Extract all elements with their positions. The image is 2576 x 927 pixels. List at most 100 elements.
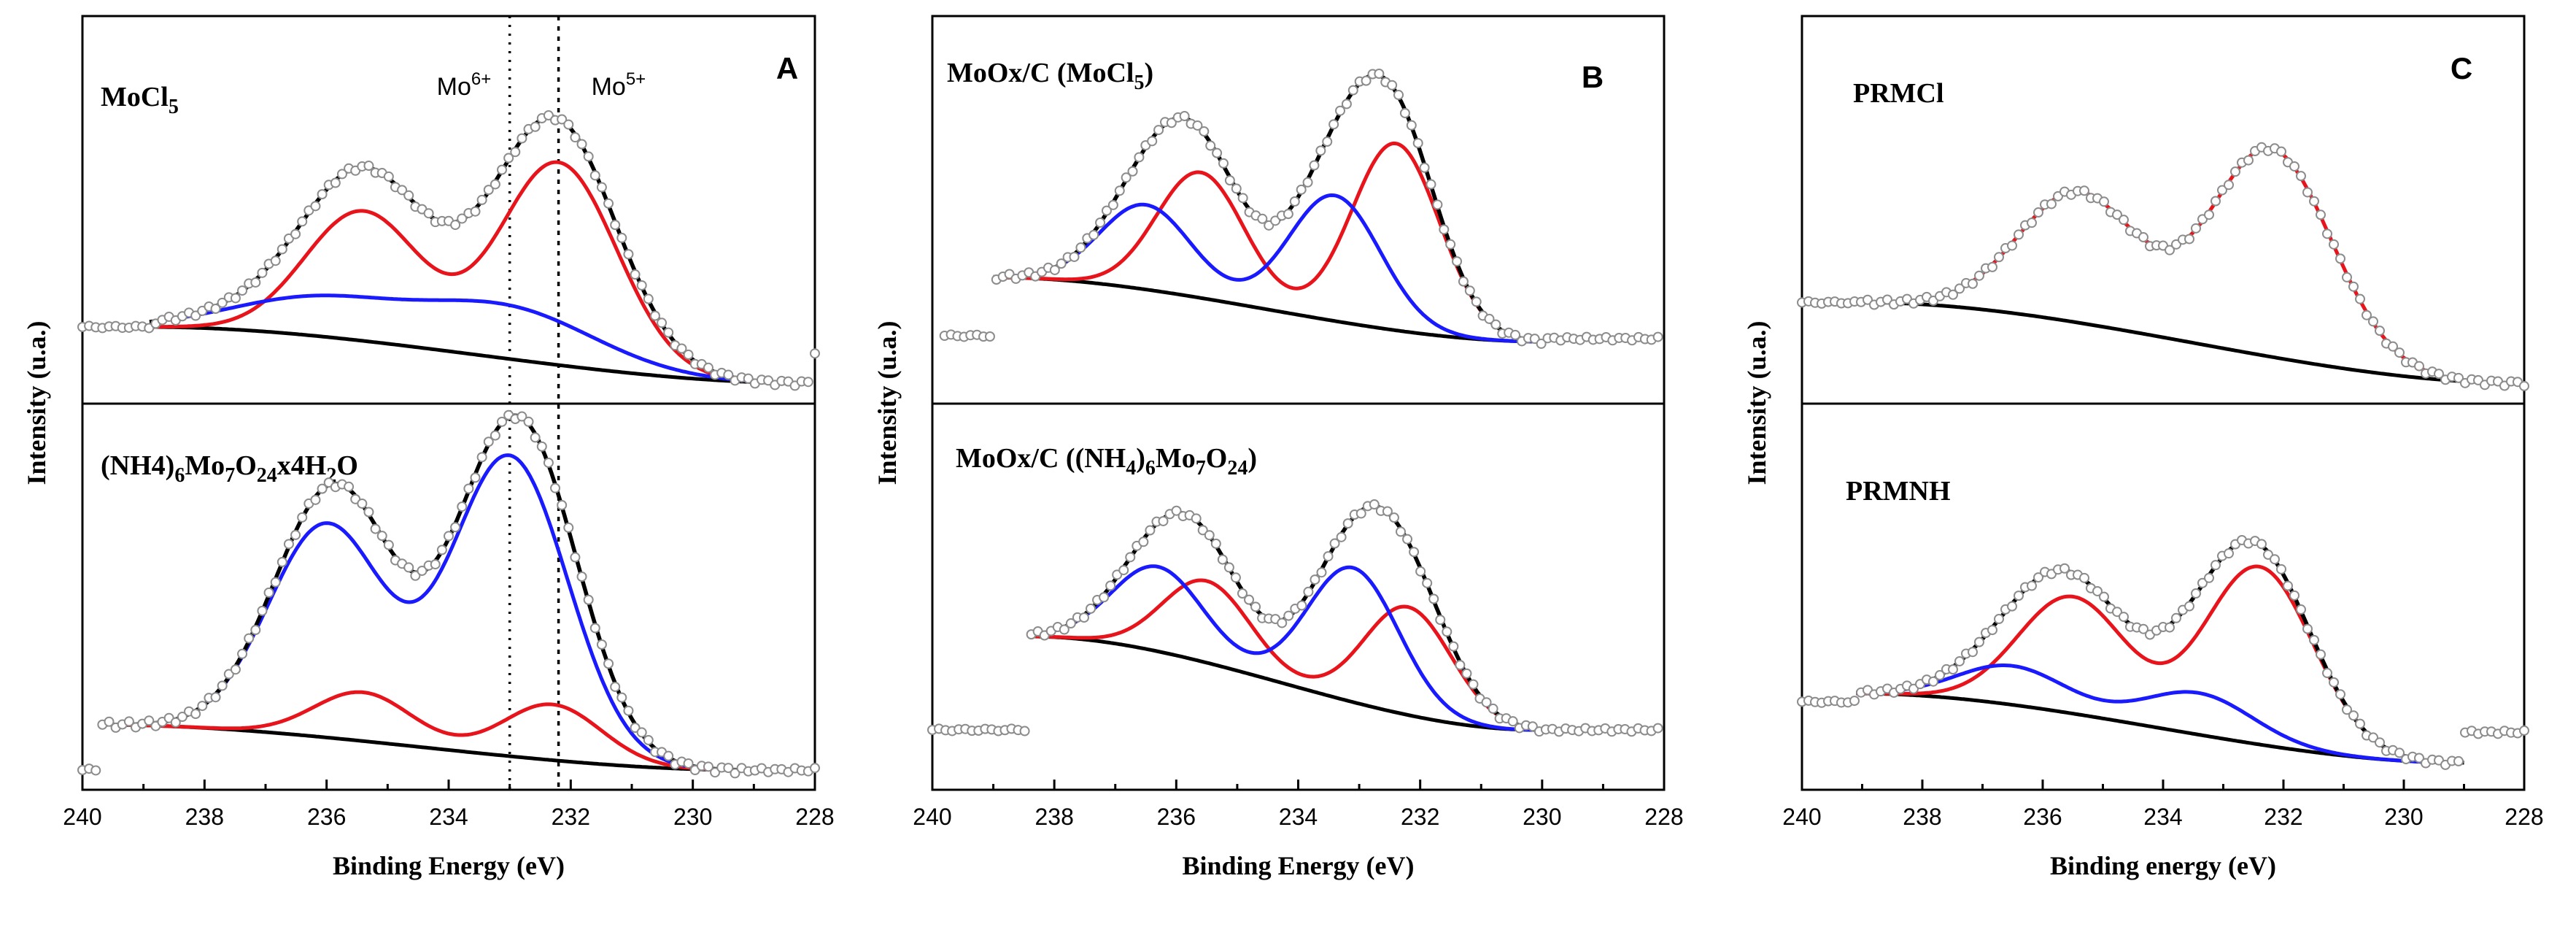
data-point [2368,732,2378,743]
data-point [1426,179,1436,190]
data-point [263,587,274,598]
data-point [1994,252,2004,263]
data-point [1065,618,1076,629]
background-line [993,275,1542,344]
data-point [723,369,734,380]
data-point [589,623,600,634]
data-point [2388,341,2398,352]
panel-letter: C [2451,51,2472,85]
x-tick-label: 228 [1644,804,1683,830]
data-point [1974,636,1984,647]
data-point [1481,697,1492,708]
data-point [1166,118,1177,128]
data-point [2342,272,2352,282]
data-point [1095,218,1106,228]
data-point [2204,209,2214,220]
x-tick-label: 238 [1903,804,1941,830]
data-point [543,457,554,468]
data-point [1153,125,1164,136]
data-point [2059,563,2070,574]
data-point [1652,723,1663,734]
x-tick-label: 230 [1523,804,1561,830]
data-point [1341,99,1352,109]
data-point [703,761,713,772]
data-point [1105,580,1116,591]
data-point [557,114,568,125]
data-point [1217,554,1228,565]
data-point [2276,563,2286,574]
data-point [1302,177,1313,188]
data-point [1289,196,1300,207]
data-point [576,139,587,150]
data-point [636,280,647,291]
data-point [1402,534,1413,545]
data-point [1968,647,1978,658]
envelope-fit-line [993,72,1542,343]
data-point [610,681,621,692]
data-point [2335,253,2345,264]
data-point [1224,175,1235,186]
data-point [743,373,754,384]
data-point [1283,610,1294,621]
data-point [543,110,554,121]
blue-component-line [1029,564,1536,732]
data-point [710,767,721,778]
data-point [276,244,287,255]
data-point [2014,229,2024,240]
data-point [1439,224,1450,235]
data-point [2138,232,2148,243]
x-tick-label: 234 [429,804,468,830]
data-point [2079,572,2089,583]
data-point [276,556,287,567]
red-component-line [150,160,809,385]
data-point [517,133,527,144]
data-point [457,501,468,512]
panel-B: 240 238 236 234 232 230 228 Binding Energy (eV)… [873,15,1684,880]
data-point [603,198,614,209]
y-axis-title: Intensity (u.a.) [1742,320,1771,485]
data-point [1059,624,1070,635]
data-point [1138,536,1149,547]
data-point [1244,594,1255,605]
data-point [703,362,713,373]
data-point [1191,513,1202,524]
envelope-fit-line [149,115,809,385]
data-point [483,436,494,447]
data-point [2027,580,2037,591]
data-point [104,716,115,727]
data-point [283,539,294,550]
data-point [636,727,647,738]
data-point [616,692,627,703]
data-point [2329,239,2339,250]
data-point [2276,146,2286,157]
data-point [1303,586,1314,597]
panel-letter: B [1582,60,1604,94]
data-point [2184,234,2194,245]
data-point [2342,704,2352,715]
data-point [217,297,228,308]
data-point [623,705,634,716]
x-tick-label: 240 [63,804,101,830]
data-point [270,577,281,588]
x-axis-title: Binding energy (eV) [2050,851,2276,880]
data-point [2027,218,2037,228]
data-point [649,310,660,321]
data-point [317,483,328,494]
data-point [1270,215,1281,226]
data-point [1968,278,1978,289]
data-point [1428,593,1439,604]
data-point [1107,199,1118,210]
data-point [723,763,734,774]
data-point [2171,612,2181,623]
data-point [2519,725,2529,736]
data-point [470,472,481,483]
data-point [2375,326,2385,336]
data-point [177,712,187,723]
data-point [2322,668,2332,679]
data-point [510,147,521,158]
blue-component-line [149,293,809,385]
data-point [1510,329,1521,340]
data-point [1948,289,1958,300]
data-point [470,206,481,217]
data-point [1464,285,1475,296]
